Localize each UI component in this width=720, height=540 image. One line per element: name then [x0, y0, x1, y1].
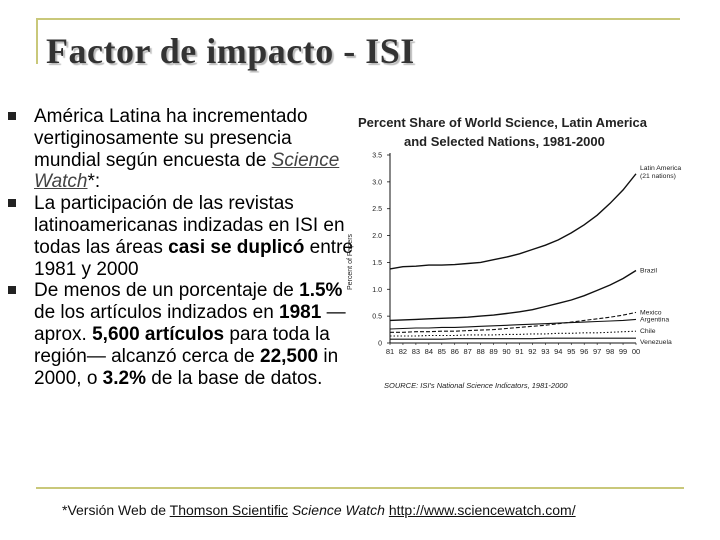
- footer-note: *Versión Web de Thomson Scientific Scien…: [62, 502, 576, 518]
- x-tick-label: 89: [489, 347, 497, 356]
- bullet-square-icon: [8, 286, 16, 295]
- series-label-venezuela: Venezuela: [640, 339, 672, 346]
- series-line-latin: [389, 173, 637, 270]
- chart-y-axis-label: Percent of Papers: [347, 233, 354, 290]
- x-tick-label: 90: [502, 347, 510, 356]
- y-tick-label: 1.0: [372, 287, 382, 294]
- x-tick-label: 98: [606, 347, 614, 356]
- series-label-latin: Latin America: [640, 165, 681, 172]
- x-tick-label: 96: [580, 347, 588, 356]
- y-tick-label: 0: [378, 341, 382, 348]
- x-tick-label: 81: [386, 347, 394, 356]
- frame-bottom-line: [36, 487, 684, 489]
- x-tick-label: 00: [632, 347, 640, 356]
- y-tick-label: 3.0: [372, 179, 382, 186]
- x-tick-label: 87: [464, 347, 472, 356]
- bullet-list: América Latina ha incrementado vertigino…: [8, 106, 353, 389]
- series-label-sub: (21 nations): [640, 173, 676, 180]
- x-tick-label: 91: [515, 347, 523, 356]
- chart-source-note: SOURCE: ISI's National Science Indicator…: [384, 381, 568, 390]
- frame-top-line: [36, 18, 680, 20]
- x-tick-label: 95: [567, 347, 575, 356]
- frame-left-line: [36, 18, 38, 64]
- series-label-argentina: Argentina: [640, 316, 669, 323]
- y-tick-label: 2.0: [372, 233, 382, 240]
- series-line-chile: [390, 330, 637, 337]
- x-tick-label: 99: [619, 347, 627, 356]
- science-watch-link[interactable]: Science Watch: [34, 149, 340, 193]
- series-label-chile: Chile: [640, 328, 656, 335]
- bullet-square-icon: [8, 199, 16, 208]
- y-tick-label: 2.5: [372, 206, 382, 213]
- chart-title-line2: and Selected Nations, 1981-2000: [404, 134, 605, 149]
- sciencewatch-url-link[interactable]: http://www.sciencewatch.com/: [388, 502, 576, 518]
- x-tick-label: 84: [425, 347, 433, 356]
- x-tick-label: 92: [528, 347, 536, 356]
- bullet-item-1: América Latina ha incrementado vertigino…: [8, 106, 353, 193]
- x-tick-label: 82: [399, 347, 407, 356]
- x-tick-label: 83: [412, 347, 420, 356]
- series-line-venezuela: [390, 337, 636, 340]
- plot-area: 0 0.5 1.0 1.5 2.0 2.5 3.0 3.5 81 82 83 84 85 86 87 88 89…: [372, 153, 681, 357]
- slide-title: Factor de impacto - ISI: [46, 31, 415, 71]
- bullet-item-3: De menos de un porcentaje de 1.5% de los…: [8, 280, 353, 389]
- thomson-scientific-link[interactable]: Thomson Scientific: [169, 502, 288, 518]
- bullet-item-2: La participación de las revistas latinoa…: [8, 193, 353, 280]
- bullet-square-icon: [8, 112, 16, 120]
- series-line-argentina: [389, 318, 637, 330]
- x-tick-label: 86: [451, 347, 459, 356]
- x-tick-label: 94: [554, 347, 562, 356]
- x-tick-label: 93: [541, 347, 549, 356]
- y-tick-label: 0.5: [372, 314, 382, 321]
- x-tick-label: 88: [476, 347, 484, 356]
- x-tick-label: 97: [593, 347, 601, 356]
- x-tick-label: 85: [438, 347, 446, 356]
- series-label-brazil: Brazil: [640, 267, 657, 274]
- series-label-mexico: Mexico: [640, 309, 662, 316]
- y-tick-label: 3.5: [372, 153, 382, 160]
- y-tick-label: 1.5: [372, 260, 382, 267]
- science-share-chart: Percent Share of World Science, Latin Am…: [347, 115, 681, 390]
- series-line-brazil: [389, 269, 637, 322]
- chart-title-line1: Percent Share of World Science, Latin Am…: [358, 115, 648, 130]
- series-line-mexico: [390, 311, 637, 333]
